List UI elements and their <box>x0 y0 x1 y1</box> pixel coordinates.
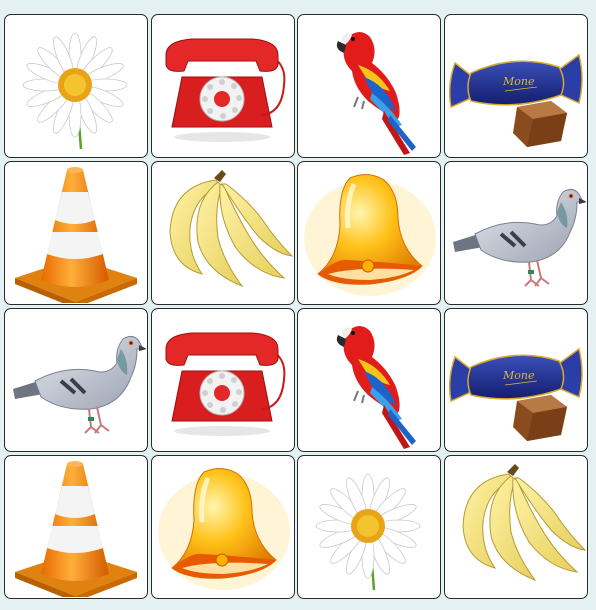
bell-icon <box>298 162 439 303</box>
parrot-icon <box>335 31 417 156</box>
card-telephone[interactable] <box>151 308 295 452</box>
candy-wrapper-text: Mone <box>502 75 535 88</box>
candy-wrapper-text: Mone <box>502 369 535 382</box>
candy-icon: Mone <box>448 347 583 441</box>
card-daisy[interactable] <box>4 14 148 158</box>
card-parrot[interactable] <box>297 308 441 452</box>
card-parrot[interactable] <box>297 14 441 158</box>
card-bell[interactable] <box>151 455 295 599</box>
traffic-cone-icon <box>15 167 137 303</box>
card-pigeon[interactable] <box>4 308 148 452</box>
bell-icon <box>152 456 293 597</box>
card-bell[interactable] <box>297 161 441 305</box>
card-pigeon[interactable] <box>444 161 588 305</box>
card-banana[interactable] <box>151 161 295 305</box>
card-traffic-cone[interactable] <box>4 161 148 305</box>
card-daisy[interactable] <box>297 455 441 599</box>
telephone-icon <box>165 332 286 437</box>
pigeon-icon <box>11 334 146 435</box>
card-candy[interactable]: Mone <box>444 14 588 158</box>
card-traffic-cone[interactable] <box>4 455 148 599</box>
card-banana[interactable] <box>444 455 588 599</box>
banana-icon <box>169 169 293 287</box>
telephone-icon <box>165 38 286 143</box>
banana-icon <box>462 463 586 581</box>
parrot-icon <box>335 325 417 450</box>
traffic-cone-icon <box>15 461 137 597</box>
daisy-icon <box>314 472 422 592</box>
card-candy[interactable]: Mone <box>444 308 588 452</box>
daisy-icon <box>21 31 129 151</box>
pigeon-icon <box>451 187 586 288</box>
card-telephone[interactable] <box>151 14 295 158</box>
candy-icon: Mone <box>448 53 583 147</box>
